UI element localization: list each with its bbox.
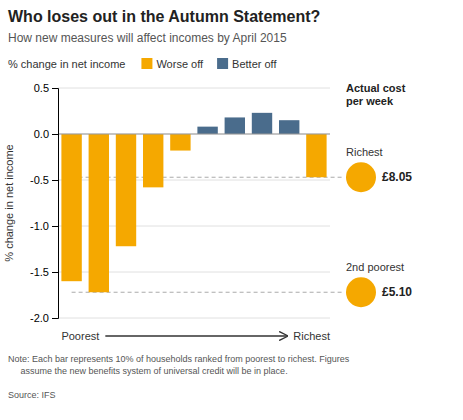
annotations-title-line: per week	[346, 95, 394, 107]
annotations-title-line: Actual cost	[346, 82, 406, 94]
bar	[252, 113, 272, 134]
subtitle: How new measures will affect incomes by …	[8, 31, 287, 45]
annotations-title: Actual costper week	[346, 82, 406, 107]
y-label-top: % change in net income	[8, 58, 125, 70]
bar	[170, 134, 190, 151]
annotation-bubble	[346, 162, 376, 192]
grid-line	[58, 134, 330, 135]
y-tick-mark	[52, 226, 58, 227]
y-tick-label: -2.0	[30, 312, 49, 324]
bar	[61, 134, 81, 281]
grid	[58, 88, 330, 318]
source: Source: IFS	[8, 390, 56, 400]
grid-line	[58, 318, 330, 319]
y-tick: -1.5	[30, 266, 58, 278]
note-line: assume the new benefits system of univer…	[8, 366, 288, 376]
note: Note: Each bar represents 10% of househo…	[8, 354, 350, 376]
annotation-value: £5.10	[382, 285, 412, 299]
y-tick-mark	[52, 318, 58, 319]
y-tick: 0.0	[34, 128, 58, 140]
x-label-end: Richest	[293, 330, 330, 342]
legend: Worse off Better off	[141, 58, 277, 70]
y-tick-mark	[52, 134, 58, 135]
bars	[61, 113, 326, 292]
bar	[306, 134, 326, 177]
y-tick-mark	[52, 88, 58, 89]
annotation-label: Richest	[346, 146, 383, 158]
bar	[116, 134, 136, 246]
title: Who loses out in the Autumn Statement?	[8, 8, 320, 25]
y-axis-line	[52, 89, 59, 319]
x-label-start: Poorest	[61, 330, 99, 342]
y-tick: -2.0	[30, 312, 58, 324]
legend-label: Worse off	[156, 58, 204, 70]
y-axis: -2.0 -1.5 -1.0 -0.5 0.0 0.5	[30, 82, 58, 324]
y-tick-label: -1.0	[30, 220, 49, 232]
zero-line	[58, 134, 330, 135]
x-direction-arrow	[105, 335, 287, 336]
bar	[197, 127, 217, 134]
bar	[225, 117, 245, 134]
y-tick: -1.0	[30, 220, 58, 232]
legend-swatch	[217, 58, 228, 69]
y-tick: -0.5	[30, 174, 58, 186]
legend-label: Better off	[232, 58, 277, 70]
reference-line	[72, 292, 342, 293]
y-tick-label: 0.5	[34, 82, 49, 94]
annotation-value: £8.05	[382, 170, 412, 184]
bar	[143, 134, 163, 187]
bar	[89, 134, 109, 292]
annotation-label: 2nd poorest	[346, 261, 404, 273]
y-axis-title: % change in net income	[3, 144, 15, 261]
y-tick-label: -0.5	[30, 174, 49, 186]
grid-line	[58, 88, 330, 89]
annotations: Richest £8.05 2nd poorest £5.10	[346, 146, 412, 307]
note-line: Note: Each bar represents 10% of househo…	[8, 354, 350, 364]
reference-lines	[72, 177, 342, 292]
reference-line	[72, 177, 342, 178]
y-tick: 0.5	[34, 82, 58, 94]
chart: Who loses out in the Autumn Statement? Ho…	[0, 0, 463, 420]
y-tick-mark	[52, 180, 58, 181]
y-tick-mark	[52, 272, 58, 273]
legend-swatch	[141, 58, 152, 69]
y-tick-label: -1.5	[30, 266, 49, 278]
y-tick-label: 0.0	[34, 128, 49, 140]
annotation-bubble	[346, 277, 376, 307]
bar	[279, 120, 299, 134]
